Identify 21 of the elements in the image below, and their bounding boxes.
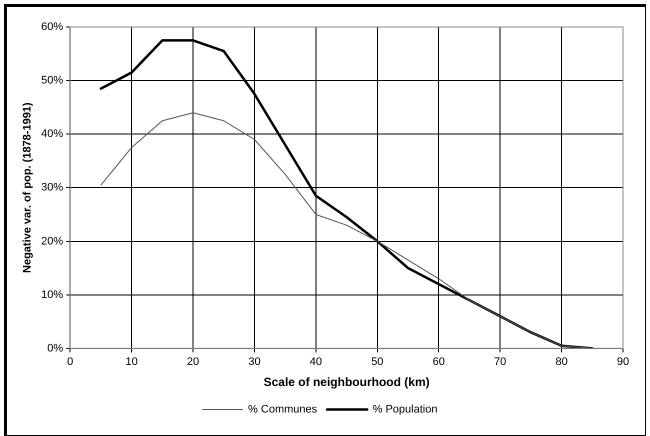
y-tick-label: 0% bbox=[47, 342, 64, 354]
x-tick-label: 20 bbox=[186, 356, 200, 368]
x-tick-label: 90 bbox=[616, 356, 630, 368]
x-tick-label: 30 bbox=[248, 356, 261, 368]
x-tick-label: 50 bbox=[371, 356, 384, 368]
x-tick-label: 0 bbox=[67, 356, 74, 368]
y-tick-label: 60% bbox=[41, 21, 64, 34]
legend-label: % Population bbox=[372, 404, 438, 416]
x-tick-label: 70 bbox=[494, 356, 506, 368]
x-tick-label: 40 bbox=[310, 356, 322, 368]
y-tick-label: 10% bbox=[41, 288, 64, 301]
x-tick-label: 80 bbox=[555, 356, 568, 368]
y-tick-label: 30% bbox=[41, 182, 64, 194]
y-tick-label: 20% bbox=[41, 235, 64, 248]
x-axis-title: Scale of neighbourhood (km) bbox=[264, 375, 430, 390]
x-tick-label: 60 bbox=[432, 356, 445, 368]
y-tick-label: 40% bbox=[41, 128, 64, 140]
y-axis-title: Negative var. of pop. (1878-1991) bbox=[22, 102, 34, 273]
y-tick-label: 50% bbox=[41, 74, 64, 87]
x-tick-label: 10 bbox=[126, 356, 138, 368]
legend-label: % Communes bbox=[248, 404, 318, 416]
